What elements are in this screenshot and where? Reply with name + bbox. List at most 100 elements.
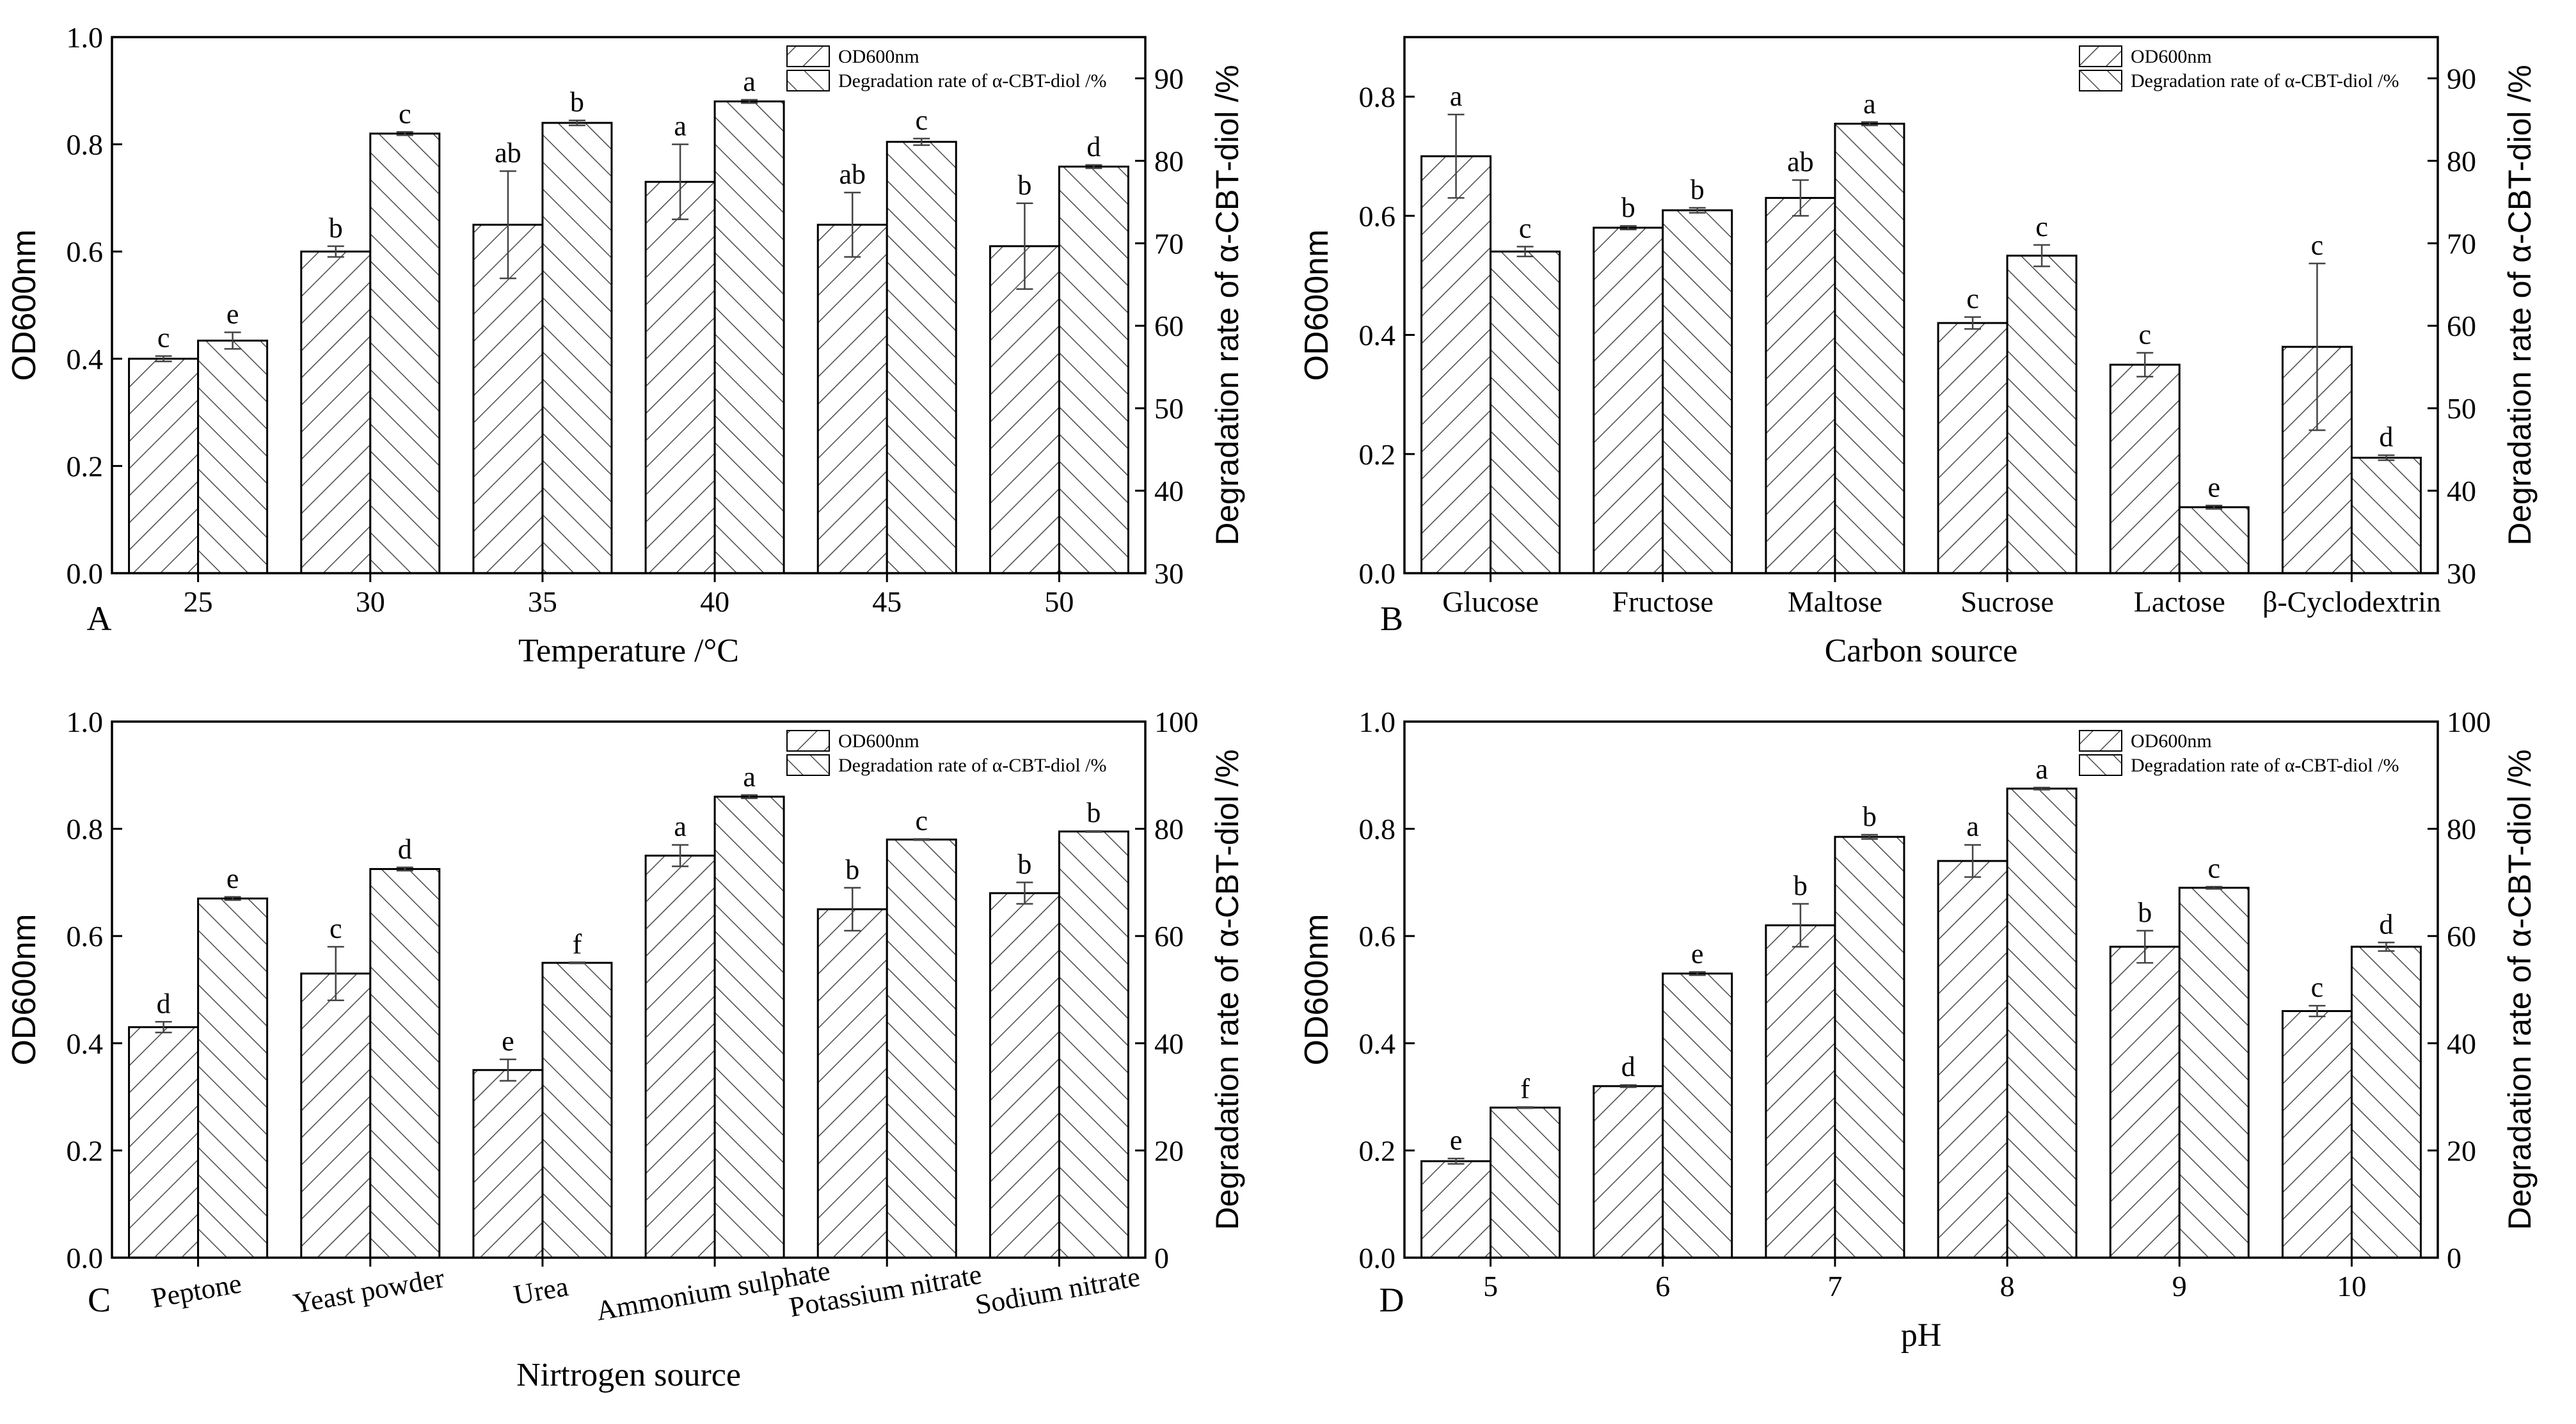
significance-letter: a [1863,88,1876,120]
bar [128,1026,200,1259]
significance-letter: e [502,1025,514,1057]
y-tick-label-left: 0.8 [1359,81,1396,113]
legend-swatch [786,754,830,776]
significance-letter: e [1450,1125,1463,1156]
panel-label: A [87,599,112,638]
bar [989,245,1060,574]
x-tick-label: Fructose [1612,585,1713,618]
bar [1490,250,1561,574]
x-tick-label: 8 [2000,1270,2015,1302]
y-tick-label-right: 40 [2447,475,2476,507]
y-tick-label-right: 90 [1154,62,1184,95]
chart-panel-b: ababccccbaced0.00.20.40.60.8304050607080… [1298,36,2538,669]
y-tick-label-left: 0.6 [1359,200,1396,232]
y-tick-label-right: 80 [2447,145,2476,177]
x-tick-label: 25 [184,585,213,618]
bar [1765,196,1836,574]
bar [1058,165,1129,574]
y-tick-label-left: 0.4 [67,343,104,376]
bar [2109,945,2181,1259]
bar [816,223,888,574]
x-tick-label: 35 [528,585,557,618]
x-tick-label: β-Cyclodextrin [2262,585,2441,618]
significance-letter: b [1690,174,1705,205]
bar [713,100,785,574]
significance-letter: b [329,212,343,244]
significance-letter: b [845,854,859,885]
chart-panel-c: d c e a b b e d f a c b 0.0 0.2 0.4 0.6 0.8 1.0 0 20 40 60 80 1… [6,706,1245,1393]
x-tick-label: 30 [356,585,385,618]
panel-label: B [1380,599,1403,638]
plot-frame [111,36,1147,574]
legend-swatch [786,70,830,91]
significance-letter: e [227,863,239,894]
y-axis-title-left: OD600nm [1298,230,1335,381]
bar [1834,122,1905,574]
y-tick-label-right: 100 [2447,706,2491,738]
bar [472,1069,544,1259]
legend-label: Degradation rate of α-CBT-diol /% [2131,70,2399,91]
bar [197,898,269,1259]
panel-label: D [1379,1281,1404,1319]
x-tick-label: Lactose [2134,585,2225,618]
y-tick-label-right: 20 [1154,1134,1184,1167]
x-tick-label: Sodium nitrate [973,1261,1142,1320]
y-tick-label-right: 20 [2447,1134,2476,1167]
significance-letter: d [2379,422,2393,453]
legend-swatch [2079,70,2122,91]
y-tick-label-left: 0.0 [1359,1242,1396,1274]
y-tick-label-right: 40 [2447,1027,2476,1060]
y-tick-label-right: 70 [1154,227,1184,260]
y-tick-label-left: 0.8 [67,813,104,846]
y-tick-label-left: 0.0 [1359,557,1396,590]
bar [2350,945,2422,1259]
bar [1662,209,1733,574]
bar [2350,457,2422,574]
significance-letter: a [674,811,687,843]
bar [989,892,1060,1259]
significance-letter: c [1966,283,1979,315]
chart-panel-d: e d b a b c f e b a c d 0.0 0.2 0.4 0.6 0.8 1.0 0 20 40 60 80 1… [1298,706,2538,1354]
y-tick-label-left: 1.0 [67,706,104,738]
y-tick-label-right: 0 [2447,1242,2461,1274]
significance-letter: ab [1787,146,1814,177]
significance-letter: d [398,834,412,865]
y-tick-label-right: 30 [2447,557,2476,590]
y-tick-label-right: 100 [1154,706,1198,738]
x-tick-label: 7 [1827,1270,1842,1302]
y-tick-label-left: 0.2 [1359,438,1396,471]
significance-letter: b [1793,870,1808,901]
y-tick-label-right: 60 [1154,920,1184,953]
x-axis-title: Temperature /°C [518,633,739,669]
y-tick-label-right: 80 [2447,813,2476,846]
x-tick-label: 45 [872,585,902,618]
bar [1490,1106,1561,1259]
y-tick-label-left: 0.6 [67,920,104,953]
y-tick-label-left: 1.0 [1359,706,1396,738]
significance-letter: ab [495,138,521,169]
bar [2178,506,2250,574]
bar [644,180,716,574]
y-tick-label-right: 80 [1154,145,1184,177]
bar [644,855,716,1259]
y-tick-label-left: 0.2 [1359,1134,1396,1167]
bar [1765,924,1836,1259]
x-tick-label: Sucrose [1960,585,2054,618]
bar [1058,830,1129,1259]
significance-letter: b [1017,170,1031,201]
significance-letter: c [915,805,928,837]
plot-frame [1403,36,2439,574]
bar [1593,226,1664,574]
legend-swatch [786,730,830,752]
y-tick-label-left: 0.2 [67,450,104,482]
y-tick-label-right: 40 [1154,1027,1184,1060]
y-tick-label-left: 0.4 [1359,319,1396,352]
significance-letter: a [2035,754,2048,785]
x-tick-label: Glucose [1442,585,1539,618]
significance-letter: e [227,299,239,330]
legend-label: Degradation rate of α-CBT-diol /% [838,755,1107,776]
y-tick-label-right: 60 [2447,920,2476,953]
x-axis-title: pH [1901,1317,1942,1354]
